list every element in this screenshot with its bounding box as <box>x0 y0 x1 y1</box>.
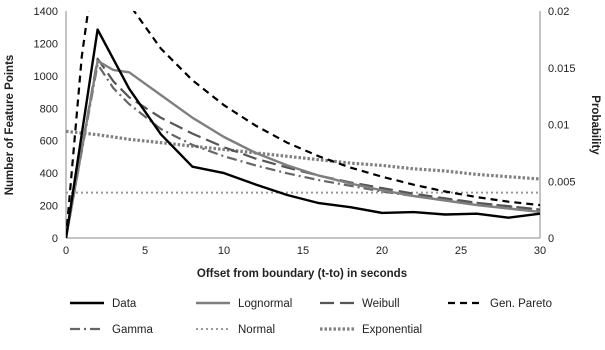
series-line-lognormal <box>66 59 540 239</box>
series-line-exponential <box>66 129 540 181</box>
axes <box>65 11 541 239</box>
legend-label: Weibull <box>362 298 400 310</box>
x-axis-title: Offset from boundary (t-to) in seconds <box>197 268 407 280</box>
y-axis-title: Number of Feature Points <box>4 55 16 196</box>
x-tick-label: 5 <box>142 245 148 257</box>
y2-tick-label: 0.015 <box>548 63 576 75</box>
legend-item-lognormal: Lognormal <box>196 298 292 310</box>
legend-label: Data <box>112 298 137 310</box>
y-tick-label: 200 <box>40 201 58 213</box>
y-tick-label: 400 <box>40 168 58 180</box>
legend-item-gen-pareto: Gen. Pareto <box>448 298 552 310</box>
legend-item-weibull: Weibull <box>320 298 400 310</box>
series-line-weibull <box>66 57 540 239</box>
y-tick-label: 600 <box>40 136 58 148</box>
y2-tick-label: 0.02 <box>548 6 569 18</box>
legend-item-gamma: Gamma <box>70 324 154 336</box>
series-lines <box>66 11 540 239</box>
series-line-data <box>66 28 540 239</box>
legend-item-exponential: Exponential <box>320 324 422 336</box>
x-tick-label: 20 <box>376 245 388 257</box>
y2-tick-label: 0 <box>548 233 554 245</box>
y-tick-label: 800 <box>40 103 58 115</box>
series-line-gen-pareto <box>66 11 540 239</box>
tick-labels: 020040060080010001200140000.0050.010.015… <box>34 6 576 257</box>
y2-tick-label: 0.005 <box>548 176 576 188</box>
legend: Data Lognormal Weibull Gen. Pareto Gamma Norm… <box>70 298 552 336</box>
legend-label: Lognormal <box>238 298 292 310</box>
legend-label: Exponential <box>362 324 422 336</box>
y-tick-label: 0 <box>52 233 58 245</box>
y-tick-label: 1200 <box>34 38 58 50</box>
x-tick-label: 30 <box>534 245 546 257</box>
x-tick-label: 0 <box>63 245 69 257</box>
x-tick-label: 10 <box>218 245 230 257</box>
y-tick-label: 1400 <box>34 6 58 18</box>
x-tick-label: 25 <box>455 245 467 257</box>
y2-tick-label: 0.01 <box>548 120 569 132</box>
legend-label: Normal <box>238 324 275 336</box>
legend-label: Gen. Pareto <box>490 298 552 310</box>
y2-axis-title: Probability <box>589 95 601 155</box>
series-line-gamma <box>66 63 540 239</box>
x-tick-label: 15 <box>297 245 309 257</box>
legend-label: Gamma <box>112 324 154 336</box>
y-tick-label: 1000 <box>34 71 58 83</box>
legend-item-data: Data <box>70 298 137 310</box>
legend-item-normal: Normal <box>196 324 275 336</box>
